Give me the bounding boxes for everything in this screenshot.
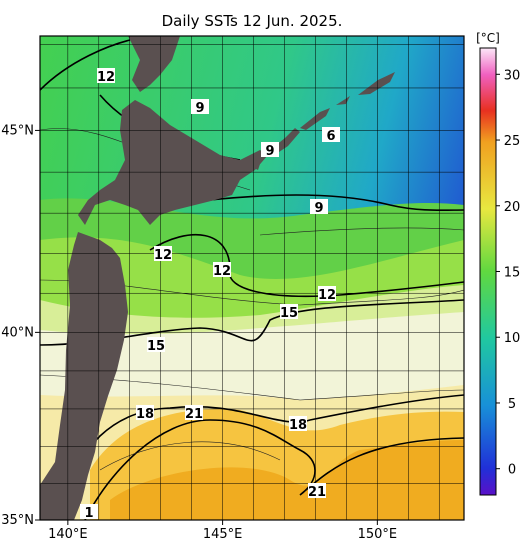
contour-label-bg	[185, 405, 203, 420]
contour-label-bg	[191, 99, 209, 114]
colorbar-tick-label: 25	[504, 134, 521, 149]
lon-tick-label: 140°E	[48, 527, 88, 542]
contour-label-bg	[213, 262, 231, 277]
contour-label: 18	[136, 407, 154, 422]
contour-label: 15	[280, 306, 298, 321]
contour-label-bg	[322, 127, 340, 142]
contour-label: 9	[265, 144, 274, 159]
colorbar-unit: [°C]	[476, 31, 500, 45]
contour-label: 12	[318, 288, 336, 303]
contour-label: 21	[185, 407, 203, 422]
contour-label-bg	[308, 483, 326, 498]
colorbar-tick-label: 0	[508, 463, 516, 478]
title: Daily SSTs 12 Jun. 2025.	[162, 12, 343, 30]
colorbar-tick-label: 5	[508, 397, 516, 412]
contour-label: 21	[308, 485, 326, 500]
contour-label-bg	[261, 142, 279, 157]
contour-label-bg	[154, 246, 172, 261]
contour-label: 9	[314, 201, 323, 216]
lon-tick-label: 150°E	[358, 527, 398, 542]
contour-label-bg	[136, 405, 154, 420]
colorbar-tick-label: 10	[504, 331, 521, 346]
contour-label-bg	[310, 199, 328, 214]
contour-label-bg	[80, 504, 98, 519]
colorbar-tick-label: 15	[504, 266, 521, 281]
contour-label: 9	[195, 101, 204, 116]
contour-label-bg	[289, 416, 307, 431]
lat-tick-label: 45°N	[1, 123, 34, 138]
map-frame	[39, 35, 465, 521]
contour-label: 12	[213, 264, 231, 279]
land	[40, 36, 395, 520]
contour-label-bg	[147, 337, 165, 352]
contour-label: 12	[154, 248, 172, 263]
colorbar-tick-label: 20	[504, 200, 521, 215]
contour-label: 18	[289, 418, 307, 433]
contour-label-bg	[318, 286, 336, 301]
colorbar	[479, 47, 497, 496]
contour-label: 12	[97, 70, 115, 85]
contour-label: 1	[84, 506, 93, 521]
colorbar-tick-label: 30	[504, 68, 521, 83]
lon-tick-label: 145°E	[203, 527, 243, 542]
lat-tick-label: 35°N	[1, 513, 34, 528]
contour-label-bg	[97, 68, 115, 83]
contour-label: 6	[326, 129, 335, 144]
contour-label: 15	[147, 339, 165, 354]
lat-tick-label: 40°N	[1, 325, 34, 340]
contour-label-bg	[280, 304, 298, 319]
